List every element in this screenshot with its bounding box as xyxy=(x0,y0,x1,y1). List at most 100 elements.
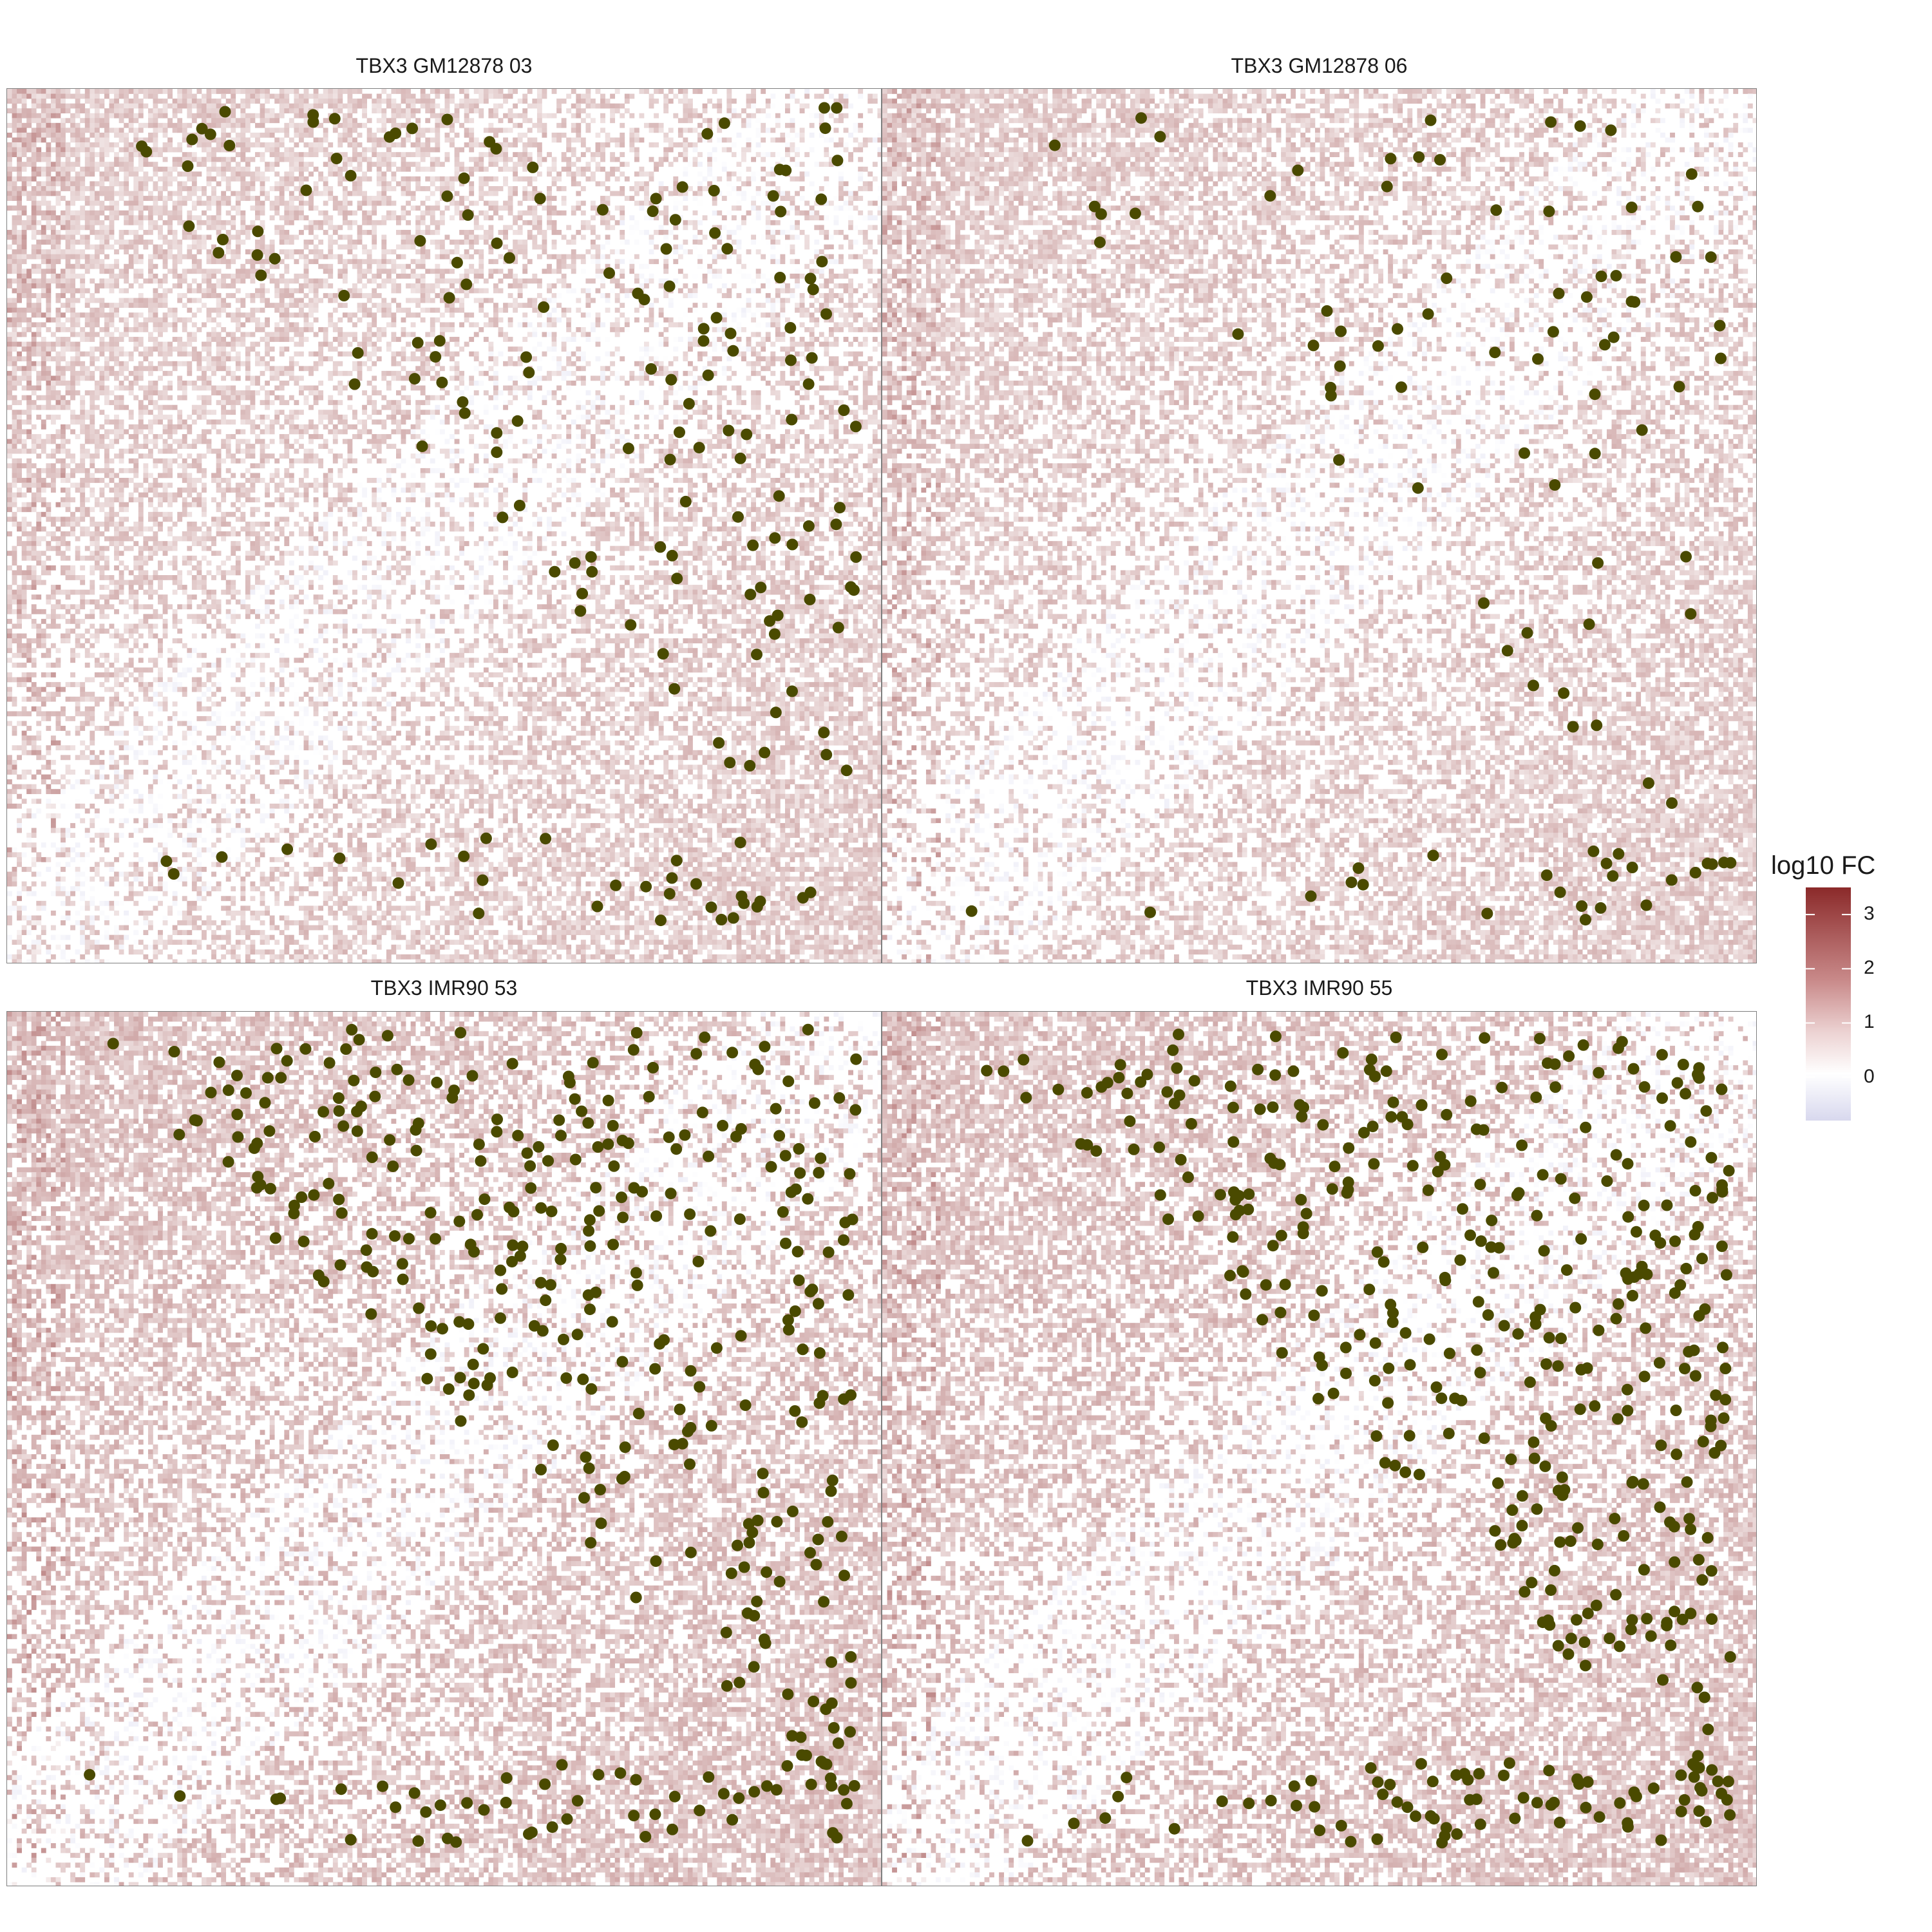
loop-point xyxy=(1224,1270,1236,1282)
loop-point xyxy=(1569,1302,1581,1314)
loop-point xyxy=(1596,270,1607,282)
loop-point xyxy=(735,837,746,848)
loop-point xyxy=(1370,1430,1382,1442)
loop-point xyxy=(633,1408,645,1419)
loop-point xyxy=(1595,902,1607,914)
loop-point xyxy=(535,193,546,204)
loop-point xyxy=(1544,1619,1555,1631)
loop-point xyxy=(1333,454,1345,466)
loop-point xyxy=(758,1487,770,1499)
loop-point xyxy=(592,901,603,913)
loop-point xyxy=(1305,1775,1317,1786)
loop-point xyxy=(1723,1165,1735,1177)
loop-point xyxy=(1718,1412,1730,1424)
loop-point xyxy=(804,1547,816,1558)
loop-point xyxy=(1719,1363,1731,1374)
loop-point xyxy=(220,106,231,118)
loop-point xyxy=(569,557,581,569)
loop-point xyxy=(270,1233,281,1244)
facet-title-1: TBX3 GM12878 03 xyxy=(6,54,882,78)
loop-point xyxy=(1622,1158,1634,1170)
loop-point xyxy=(216,851,228,863)
loop-point xyxy=(461,1797,473,1809)
loop-point xyxy=(1095,208,1107,220)
loop-point xyxy=(817,1390,829,1401)
loop-point xyxy=(1716,1179,1728,1191)
loop-point xyxy=(786,414,797,426)
loop-point xyxy=(845,1389,857,1401)
loop-point xyxy=(1685,1524,1696,1535)
loop-point xyxy=(1553,288,1565,299)
loop-point xyxy=(1217,1795,1228,1807)
loop-point xyxy=(1517,1490,1528,1502)
loop-point xyxy=(1686,168,1698,180)
loop-point xyxy=(780,1150,791,1162)
loop-point xyxy=(1289,1781,1300,1792)
loop-point xyxy=(755,582,766,593)
loop-point xyxy=(1654,1357,1665,1368)
loop-point xyxy=(586,566,598,578)
loop-point xyxy=(1276,1347,1288,1359)
loop-point xyxy=(669,1791,681,1803)
loop-point xyxy=(842,1289,854,1301)
loop-point xyxy=(435,1799,446,1811)
loop-point xyxy=(583,1225,594,1236)
facet-title-4: TBX3 IMR90 55 xyxy=(882,976,1757,1000)
loop-point xyxy=(610,880,621,891)
loop-point xyxy=(590,1287,601,1298)
loop-point xyxy=(1274,1307,1286,1318)
loop-point xyxy=(1423,1184,1434,1196)
loop-point xyxy=(1589,388,1601,400)
loop-point xyxy=(1018,1054,1029,1066)
loop-point xyxy=(694,442,705,453)
loop-point xyxy=(1612,1413,1624,1425)
loop-point xyxy=(692,1256,704,1267)
loop-point xyxy=(786,685,798,697)
loop-point xyxy=(298,1236,310,1247)
loop-point xyxy=(838,1784,849,1795)
loop-point xyxy=(668,683,680,695)
loop-point xyxy=(1626,296,1638,307)
loop-point xyxy=(281,1055,293,1066)
loop-point xyxy=(1243,1188,1255,1200)
loop-point xyxy=(1571,1774,1583,1785)
loop-point xyxy=(549,566,560,578)
loop-point xyxy=(1671,1405,1682,1416)
loop-point xyxy=(301,185,312,196)
legend-gradient xyxy=(1806,887,1851,1121)
loop-point xyxy=(1587,846,1599,857)
loop-point xyxy=(815,1153,826,1164)
loop-point xyxy=(740,1399,752,1411)
loop-point xyxy=(240,1087,252,1099)
loop-point xyxy=(436,377,448,388)
loop-point xyxy=(1474,1367,1486,1378)
loop-point xyxy=(1243,1797,1255,1809)
loop-point xyxy=(205,129,216,140)
loop-point xyxy=(1365,1762,1377,1774)
loop-point xyxy=(1363,1283,1375,1295)
loop-point xyxy=(1292,165,1303,176)
loop-point xyxy=(1693,1805,1705,1817)
loop-point xyxy=(1714,320,1726,332)
loop-point xyxy=(1689,1760,1701,1772)
loop-point xyxy=(1545,1584,1557,1596)
loop-point xyxy=(1707,858,1718,870)
loop-point xyxy=(1546,1420,1557,1432)
loop-point xyxy=(1441,1109,1452,1121)
loop-point xyxy=(583,1463,595,1474)
loop-point xyxy=(650,193,662,204)
loop-point xyxy=(793,1143,804,1155)
loop-point xyxy=(833,1092,845,1104)
loop-point xyxy=(748,1661,760,1672)
loop-point xyxy=(682,1426,694,1437)
loop-point xyxy=(775,206,786,218)
loop-point xyxy=(409,373,421,384)
loop-point xyxy=(1502,645,1513,656)
loop-point xyxy=(471,1209,483,1220)
loop-point xyxy=(1443,1428,1455,1439)
loop-point xyxy=(413,1117,424,1129)
loop-point xyxy=(1690,1185,1701,1197)
loop-point xyxy=(397,1258,408,1269)
loop-point xyxy=(431,1077,442,1088)
loop-point xyxy=(802,1024,814,1036)
